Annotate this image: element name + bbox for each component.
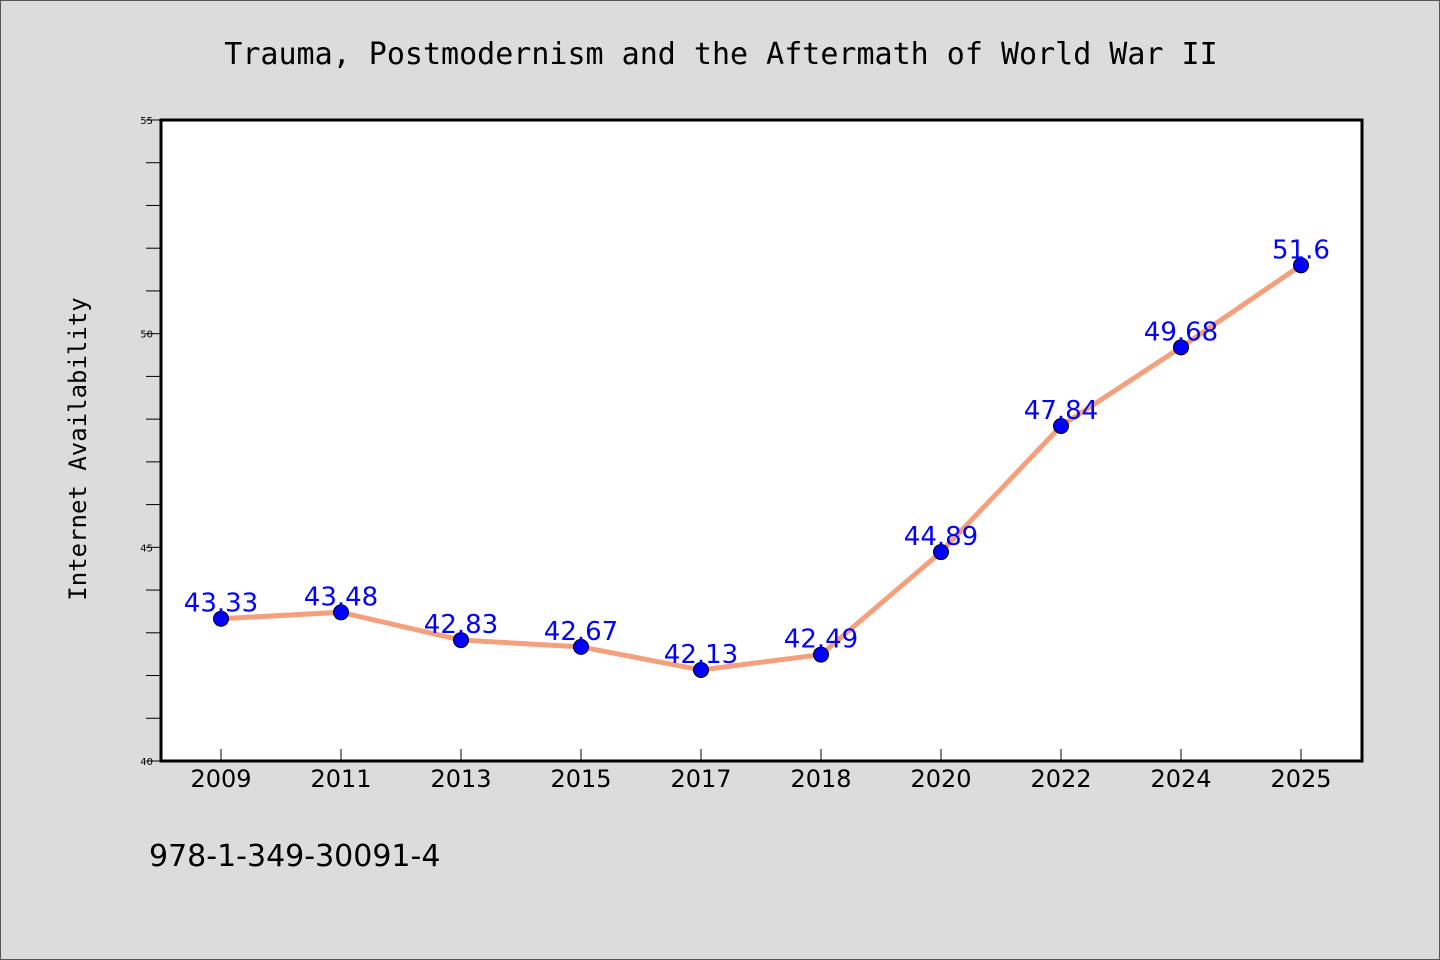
isbn-footer: 978-1-349-30091-4	[149, 839, 440, 874]
series-layer: 43.33 43.48 42.83 42.67 42.13 42.49 44.89 47.84…	[184, 235, 1330, 678]
data-point	[453, 632, 469, 649]
plot-area	[159, 118, 1364, 763]
data-point	[933, 544, 949, 561]
y-tick-label: 55	[140, 116, 153, 127]
data-point	[1293, 257, 1309, 274]
y-axis-label: Internet Availability	[64, 297, 92, 600]
data-label: 44.89	[904, 522, 978, 552]
data-point	[573, 638, 589, 655]
y-tick-label: 50	[140, 330, 153, 341]
y-tick-label: 40	[140, 757, 153, 768]
data-label: 49.68	[1144, 317, 1218, 347]
data-point	[813, 646, 829, 663]
x-tick-label: 2015	[550, 765, 611, 793]
x-tick-label: 2025	[1270, 765, 1331, 793]
x-tick-label: 2018	[790, 765, 851, 793]
data-label: 51.6	[1272, 235, 1330, 265]
data-label: 43.48	[304, 582, 378, 612]
data-label: 42.49	[784, 625, 858, 655]
x-axis-ticks: 2009 2011 2013 2015 2017 2018 2020 2022 2024 2025	[190, 749, 1332, 793]
data-point	[213, 610, 229, 627]
data-label: 42.13	[664, 640, 738, 670]
x-tick-label: 2013	[430, 765, 491, 793]
x-tick-label: 2017	[670, 765, 731, 793]
chart-title: Trauma, Postmodernism and the Aftermath …	[224, 37, 1217, 72]
data-point	[1053, 417, 1069, 434]
y-axis-ticks: 40 45 50 55	[140, 116, 161, 768]
data-label: 42.83	[424, 610, 498, 640]
x-tick-label: 2022	[1030, 765, 1091, 793]
x-tick-label: 2024	[1150, 765, 1211, 793]
x-tick-label: 2009	[190, 765, 251, 793]
data-point	[693, 661, 709, 678]
data-label: 42.67	[544, 617, 618, 647]
data-label: 47.84	[1024, 396, 1098, 426]
data-point	[333, 604, 349, 621]
x-tick-label: 2011	[310, 765, 371, 793]
data-point	[1173, 339, 1189, 356]
series-line	[218, 262, 1304, 673]
x-tick-label: 2020	[910, 765, 971, 793]
data-label: 43.33	[184, 589, 258, 619]
y-tick-label: 45	[140, 543, 153, 554]
